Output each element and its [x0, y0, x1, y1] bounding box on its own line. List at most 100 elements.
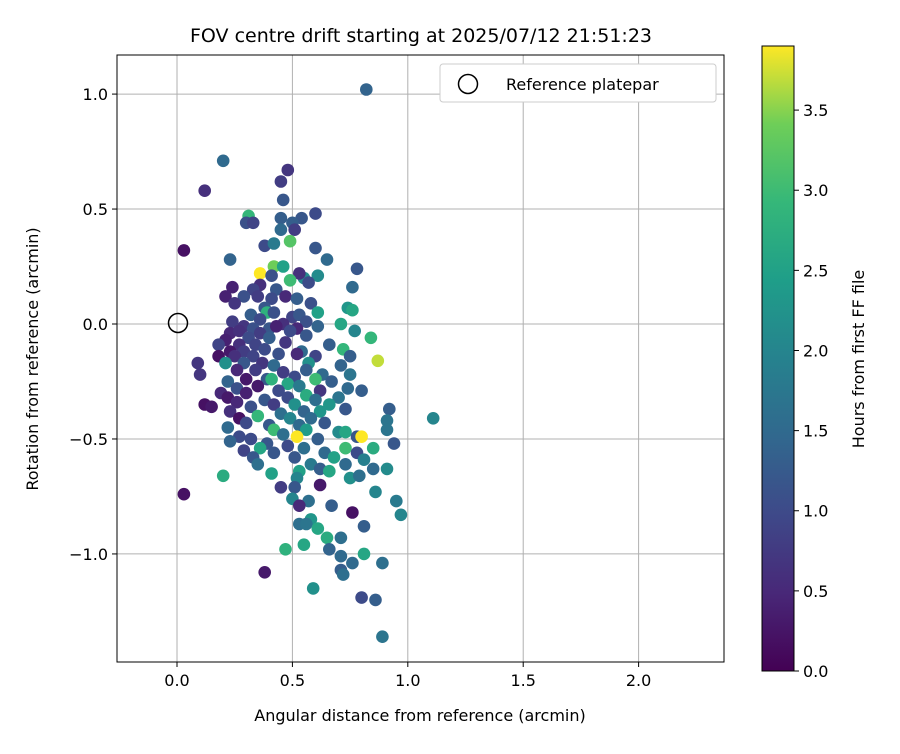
data-point: [228, 349, 241, 363]
data-point: [311, 269, 325, 283]
data-point: [230, 363, 244, 377]
data-point: [258, 343, 272, 356]
y-tick-label: −1.0: [69, 545, 108, 564]
data-point: [265, 467, 278, 480]
data-point: [267, 446, 281, 460]
x-tick-label: 0.5: [280, 671, 305, 690]
data-point: [311, 522, 325, 535]
data-point: [276, 428, 290, 441]
data-point: [290, 347, 304, 361]
y-tick-label: 0.5: [83, 200, 108, 219]
data-point: [191, 356, 205, 370]
data-point: [265, 292, 278, 306]
data-point: [313, 405, 327, 418]
data-point: [237, 290, 251, 303]
data-point: [216, 469, 230, 483]
data-point: [219, 290, 232, 303]
data-point: [323, 543, 336, 556]
data-point: [348, 324, 362, 338]
x-tick-label: 2.0: [626, 671, 651, 690]
data-point: [276, 260, 290, 273]
data-point: [369, 593, 382, 607]
data-point: [230, 395, 244, 409]
y-tick-label: 0.0: [83, 315, 108, 334]
data-point: [274, 481, 288, 494]
data-point: [276, 366, 290, 379]
data-point: [320, 531, 334, 545]
data-point: [221, 421, 235, 434]
plot-frame: [116, 54, 725, 663]
data-point: [226, 280, 239, 294]
data-point: [288, 481, 302, 494]
data-point: [376, 630, 389, 643]
data-point: [332, 391, 345, 404]
data-point: [251, 290, 265, 303]
data-point: [304, 297, 318, 310]
data-point: [318, 446, 332, 460]
data-point: [251, 458, 265, 471]
colorbar-tick-label: 1.0: [803, 502, 828, 521]
y-tick-label: 1.0: [83, 85, 108, 104]
data-point: [253, 313, 267, 326]
data-point: [366, 441, 380, 455]
data-point: [258, 566, 272, 579]
data-point: [246, 349, 260, 363]
data-point: [228, 297, 241, 310]
colorbar-tick-label: 2.0: [803, 341, 828, 360]
data-point: [293, 267, 306, 280]
data-point: [357, 520, 371, 533]
data-point: [339, 458, 352, 471]
data-point: [263, 331, 276, 345]
data-point: [323, 338, 336, 352]
data-point: [334, 359, 348, 372]
data-point: [350, 262, 364, 276]
data-point: [283, 412, 297, 425]
x-tick-label: 1.5: [510, 671, 535, 690]
data-point: [288, 223, 302, 236]
data-point: [246, 216, 260, 230]
data-point: [313, 478, 327, 492]
data-point: [334, 531, 348, 545]
data-point: [300, 517, 313, 531]
grid-lines: [117, 55, 724, 662]
data-point: [288, 451, 302, 464]
data-point: [283, 274, 297, 287]
data-point: [323, 464, 336, 478]
data-point: [311, 320, 325, 333]
legend-label: Reference platepar: [506, 75, 659, 94]
colorbar-gradient: [761, 45, 795, 672]
data-point: [244, 400, 258, 414]
data-point: [193, 368, 207, 381]
data-point: [369, 485, 382, 499]
data-point: [267, 423, 281, 437]
data-point: [283, 324, 297, 338]
data-point: [212, 338, 225, 352]
data-point: [302, 494, 315, 508]
data-point: [281, 163, 295, 177]
data-point: [380, 462, 394, 476]
data-point: [244, 432, 258, 446]
colorbar-tick-label: 1.5: [803, 422, 828, 441]
data-point: [311, 432, 325, 446]
data-point: [343, 349, 357, 363]
data-point: [334, 549, 348, 563]
data-point: [177, 487, 191, 501]
data-point: [267, 237, 281, 250]
data-point: [276, 193, 290, 207]
reference-marker: [167, 312, 189, 334]
data-point: [339, 441, 352, 455]
data-point: [223, 435, 237, 448]
data-point: [304, 412, 318, 425]
data-point: [306, 582, 320, 595]
chart-title: FOV centre drift starting at 2025/07/12 …: [190, 25, 652, 47]
data-point: [325, 375, 338, 388]
data-point: [297, 538, 311, 551]
data-point: [346, 280, 359, 294]
data-point: [251, 409, 265, 423]
data-point: [300, 363, 313, 377]
data-point: [380, 423, 394, 437]
legend-box: [439, 63, 717, 103]
data-point: [221, 375, 235, 388]
